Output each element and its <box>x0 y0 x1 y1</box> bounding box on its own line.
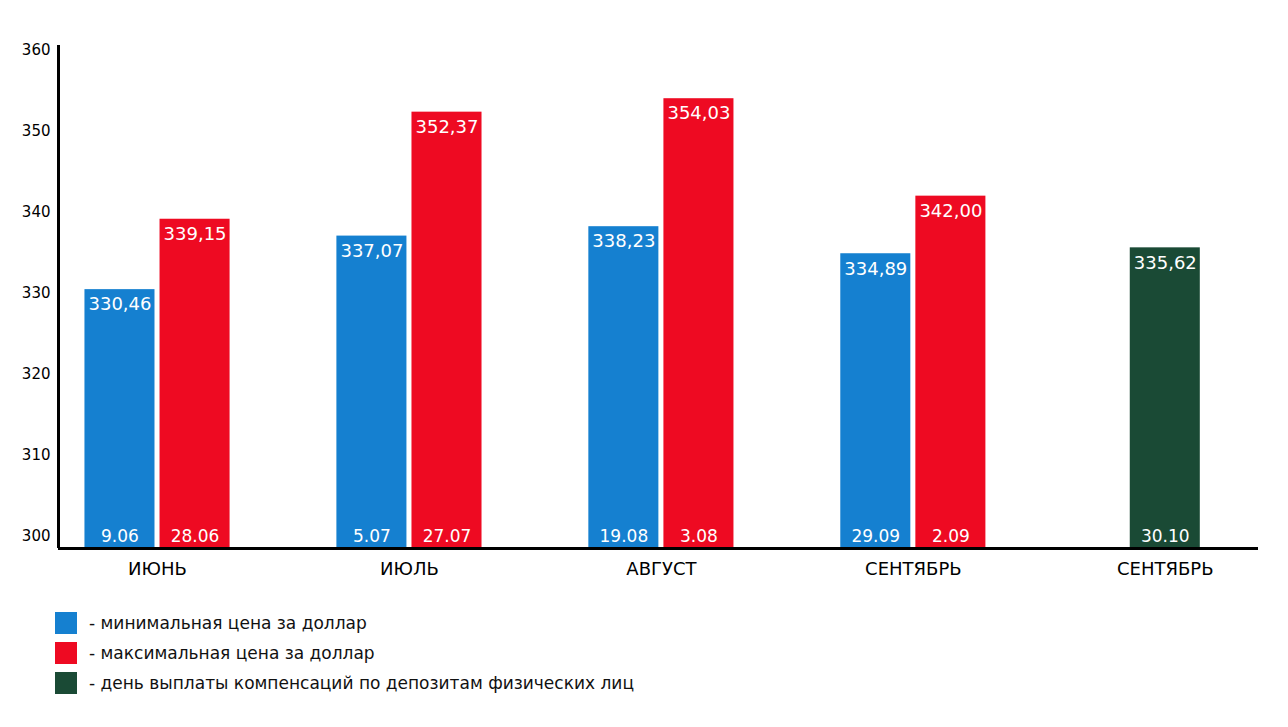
html-text:- минимальная цена за доллар: - минимальная цена за доллар <box>89 613 367 633</box>
svg-text:340: 340 <box>22 203 51 221</box>
html-text:- день выплаты компенсаций по: - день выплаты компенсаций по депозитам … <box>89 673 634 693</box>
svg-text:334,89: 334,89 <box>844 258 907 279</box>
svg-text:335,62: 335,62 <box>1134 252 1197 273</box>
svg-text:28.06: 28.06 <box>171 526 220 546</box>
svg-text:9.06: 9.06 <box>101 526 139 546</box>
svg-text:ИЮЛЬ: ИЮЛЬ <box>380 558 439 579</box>
svg-text:30.10: 30.10 <box>1141 526 1190 546</box>
svg-text:330: 330 <box>22 284 51 302</box>
svg-text:ИЮНЬ: ИЮНЬ <box>128 558 187 579</box>
svg-text:19.08: 19.08 <box>600 526 649 546</box>
svg-text:5.07: 5.07 <box>353 526 391 546</box>
svg-text:3.08: 3.08 <box>680 526 718 546</box>
svg-text:310: 310 <box>22 446 51 464</box>
svg-text:2.09: 2.09 <box>932 526 970 546</box>
svg-text:338,23: 338,23 <box>592 230 655 251</box>
svg-text:330,46: 330,46 <box>88 293 151 314</box>
svg-text:АВГУСТ: АВГУСТ <box>626 558 697 579</box>
svg-text:360: 360 <box>22 41 51 59</box>
svg-text:СЕНТЯБРЬ: СЕНТЯБРЬ <box>1117 558 1214 579</box>
svg-text:27.07: 27.07 <box>423 526 472 546</box>
svg-text:352,37: 352,37 <box>416 116 479 137</box>
svg-text:339,15: 339,15 <box>164 223 227 244</box>
svg-text:337,07: 337,07 <box>340 240 403 261</box>
svg-text:342,00: 342,00 <box>919 200 982 221</box>
html-text:- максимальная цена за доллар: - максимальная цена за доллар <box>89 643 375 663</box>
svg-text:354,03: 354,03 <box>667 102 730 123</box>
svg-text:350: 350 <box>22 122 51 140</box>
svg-text:29.09: 29.09 <box>851 526 900 546</box>
svg-text:320: 320 <box>22 365 51 383</box>
svg-text:300: 300 <box>22 527 51 545</box>
svg-text:СЕНТЯБРЬ: СЕНТЯБРЬ <box>865 558 962 579</box>
